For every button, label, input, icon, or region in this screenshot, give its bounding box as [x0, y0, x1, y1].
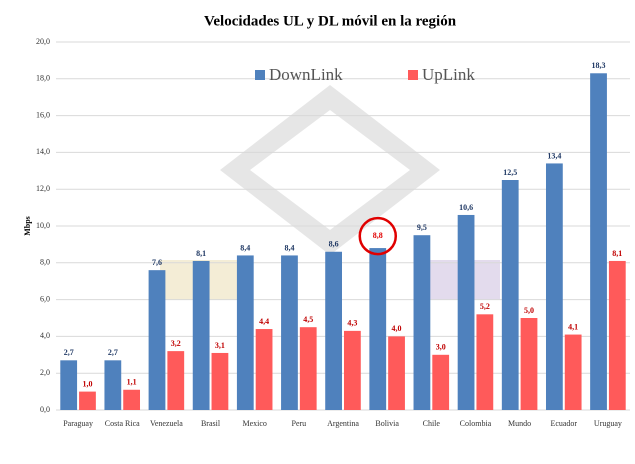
- bar: [255, 329, 273, 410]
- value-label: 4,1: [568, 322, 578, 331]
- bar: [104, 360, 122, 410]
- bar: [325, 251, 342, 410]
- highlight-circle: [358, 216, 398, 256]
- y-axis-label: Mbps: [23, 216, 32, 236]
- value-label: 8,1: [612, 249, 622, 258]
- value-label: 8,6: [329, 240, 339, 249]
- value-label: 5,0: [524, 306, 534, 315]
- bar: [281, 255, 298, 410]
- chart-title: Velocidades UL y DL móvil en la región: [204, 13, 457, 29]
- bar: [299, 327, 317, 410]
- x-tick-label: Brasil: [201, 419, 221, 428]
- x-tick-label: Bolivia: [375, 419, 399, 428]
- bar: [457, 214, 475, 410]
- x-tick-label: Mexico: [242, 419, 266, 428]
- bar: [388, 336, 405, 410]
- bar: [123, 389, 141, 410]
- x-tick-label: Venezuela: [150, 419, 183, 428]
- value-label: 3,2: [171, 339, 181, 348]
- value-label: 13,4: [547, 151, 561, 160]
- bar: [148, 270, 166, 410]
- bar: [520, 318, 538, 410]
- bar: [211, 352, 229, 410]
- value-label: 7,6: [152, 258, 162, 267]
- x-tick-label: Costa Rica: [105, 419, 140, 428]
- y-tick-label: 16,0: [36, 110, 50, 119]
- y-tick-label: 8,0: [40, 258, 50, 267]
- value-label: 12,5: [503, 168, 517, 177]
- value-label: 2,7: [108, 348, 118, 357]
- value-label: 4,3: [347, 319, 357, 328]
- value-label: 8,8: [373, 231, 383, 240]
- value-label: 1,0: [82, 379, 92, 388]
- value-label: 4,4: [259, 317, 269, 326]
- bar: [432, 354, 450, 410]
- legend-label: DownLink: [269, 65, 343, 84]
- bar: [545, 163, 563, 410]
- bar: [501, 180, 519, 410]
- value-label: 8,1: [196, 249, 206, 258]
- bar: [369, 248, 387, 410]
- value-label: 3,0: [436, 343, 446, 352]
- x-tick-label: Peru: [292, 419, 307, 428]
- x-tick-label: Paraguay: [63, 419, 93, 428]
- x-tick-label: Chile: [423, 419, 441, 428]
- bar: [476, 314, 494, 410]
- legend-label: UpLink: [422, 65, 475, 84]
- legend-swatch: [408, 70, 418, 80]
- value-label: 18,3: [592, 61, 606, 70]
- bar: [413, 235, 431, 410]
- value-label: 4,5: [303, 315, 313, 324]
- y-tick-label: 12,0: [36, 184, 50, 193]
- value-label: 1,1: [127, 378, 137, 387]
- bar: [192, 260, 210, 410]
- bar: [590, 73, 607, 410]
- value-label: 2,7: [64, 348, 74, 357]
- value-label: 3,1: [215, 341, 225, 350]
- bar: [79, 391, 96, 410]
- y-tick-label: 6,0: [40, 294, 50, 303]
- value-label: 9,5: [417, 223, 427, 232]
- x-tick-label: Mundo: [508, 419, 531, 428]
- value-label: 8,4: [240, 243, 250, 252]
- bar: [344, 330, 361, 410]
- y-tick-label: 18,0: [36, 74, 50, 83]
- y-tick-label: 14,0: [36, 147, 50, 156]
- y-tick-label: 20,0: [36, 37, 50, 46]
- value-label: 5,2: [480, 302, 490, 311]
- y-tick-label: 4,0: [40, 331, 50, 340]
- bar: [608, 260, 626, 410]
- x-tick-label: Uruguay: [594, 419, 622, 428]
- y-tick-label: 2,0: [40, 368, 50, 377]
- bar: [564, 334, 582, 410]
- bar: [236, 255, 254, 410]
- value-label: 10,6: [459, 203, 473, 212]
- x-tick-label: Colombia: [460, 419, 492, 428]
- bar: [60, 360, 78, 410]
- bar: [167, 351, 185, 410]
- y-tick-label: 0,0: [40, 405, 50, 414]
- value-label: 8,4: [284, 243, 294, 252]
- legend-swatch: [255, 70, 265, 80]
- x-tick-label: Argentina: [327, 419, 359, 428]
- y-tick-label: 10,0: [36, 221, 50, 230]
- value-label: 4,0: [392, 324, 402, 333]
- x-tick-label: Ecuador: [550, 419, 577, 428]
